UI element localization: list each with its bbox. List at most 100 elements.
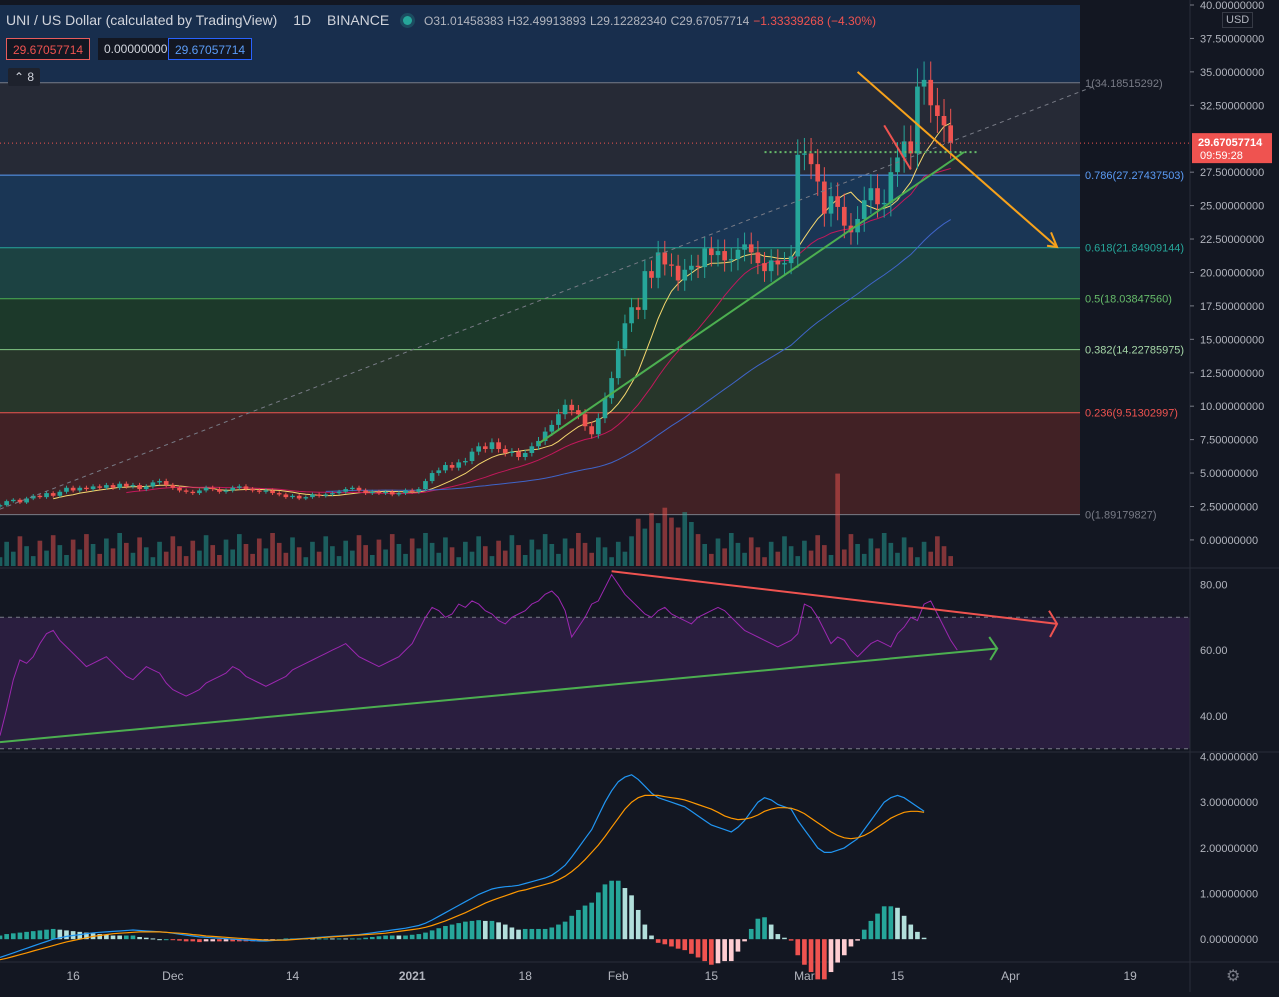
- volume-bar: [217, 555, 222, 566]
- fib-zone-2: [0, 247, 1080, 299]
- candle-body: [802, 153, 807, 155]
- macd-hist-bar: [177, 939, 182, 941]
- volume-bar: [416, 548, 422, 566]
- volume-bar: [50, 535, 56, 566]
- volume-bar: [802, 540, 807, 566]
- macd-hist-bar: [881, 906, 887, 940]
- interval-label[interactable]: 1D: [293, 12, 312, 28]
- volume-bar: [576, 533, 581, 566]
- candle-body: [941, 115, 947, 126]
- candle-body: [522, 452, 528, 458]
- y-tick-label: 35.00000000: [1200, 67, 1264, 79]
- candle-body: [350, 487, 355, 490]
- sell-price-button[interactable]: 29.67057714: [6, 38, 91, 60]
- volume-bar: [389, 534, 395, 566]
- candle-body: [44, 493, 49, 498]
- volume-bar: [635, 518, 641, 566]
- volume-bar: [104, 538, 109, 566]
- volume-bar: [875, 548, 880, 566]
- x-tick-label: Mar: [794, 969, 815, 983]
- volume-bar: [37, 540, 43, 566]
- macd-tick-label: 3.00000000: [1200, 797, 1258, 809]
- volume-bar: [782, 536, 787, 566]
- candle-body: [250, 489, 255, 491]
- fib-zone-1: [0, 175, 1080, 248]
- candle-body: [509, 451, 515, 453]
- volume-bar: [256, 538, 262, 566]
- macd-hist-bar: [123, 935, 129, 940]
- candle-body: [270, 490, 275, 494]
- macd-hist-bar: [183, 939, 189, 942]
- candle-body: [702, 248, 708, 268]
- macd-hist-bar: [675, 939, 681, 949]
- gear-icon[interactable]: ⚙: [1226, 968, 1241, 985]
- volume-bar: [948, 556, 953, 566]
- macd-hist-bar: [310, 938, 315, 940]
- volume-bar: [396, 544, 402, 566]
- x-tick-label: 15: [891, 969, 905, 983]
- ohlc-low: L29.12282340: [589, 14, 667, 28]
- volume-bar: [695, 534, 701, 566]
- macd-hist-bar: [117, 935, 122, 940]
- macd-hist-bar: [256, 939, 262, 942]
- currency-label[interactable]: USD: [1222, 12, 1254, 28]
- indicators-collapse-button[interactable]: ⌃ 8: [8, 68, 41, 86]
- volume-bar: [250, 553, 255, 566]
- volume-bar: [403, 553, 408, 566]
- volume-bar: [90, 544, 96, 566]
- volume-bar: [24, 546, 29, 566]
- candle-body: [875, 188, 880, 205]
- volume-bar: [429, 542, 435, 566]
- volume-bar: [682, 512, 688, 566]
- candle-body: [841, 206, 847, 226]
- volume-bar: [356, 535, 362, 566]
- volume-bar: [835, 473, 840, 566]
- rsi-line: [0, 573, 958, 736]
- y-tick-label: 2.50000000: [1200, 501, 1258, 513]
- candle-body: [150, 482, 156, 487]
- macd-hist-bar: [822, 939, 827, 980]
- candle-body: [137, 485, 142, 490]
- volume-bar: [463, 541, 468, 566]
- market-status-icon: [403, 16, 413, 25]
- fib-zone-4: [0, 349, 1080, 413]
- candle-body: [921, 79, 927, 87]
- volume-bar: [895, 552, 900, 566]
- candle-body: [615, 348, 621, 379]
- symbol-title[interactable]: UNI / US Dollar (calculated by TradingVi…: [6, 12, 278, 28]
- volume-bar: [556, 553, 561, 566]
- candle-body: [190, 491, 196, 494]
- macd-hist-bar: [336, 938, 342, 940]
- macd-hist-bar: [808, 939, 814, 973]
- volume-bar: [529, 539, 535, 566]
- macd-hist-bar: [795, 939, 801, 956]
- volume-bar: [150, 557, 156, 566]
- candle-body: [50, 493, 56, 496]
- rsi-tick-label: 40.00: [1200, 711, 1228, 723]
- volume-bar: [10, 551, 16, 566]
- candle-body: [536, 440, 541, 447]
- candle-body: [782, 263, 787, 265]
- macd-hist-bar: [496, 922, 501, 940]
- candle-body: [622, 323, 628, 349]
- volume-bar: [84, 534, 89, 566]
- candle-body: [868, 188, 874, 201]
- macd-hist-bar: [369, 936, 375, 940]
- volume-bar: [123, 542, 129, 566]
- volume-bar: [376, 539, 382, 566]
- macd-hist-bar: [908, 924, 914, 940]
- trendline-resistance: [856, 71, 1058, 248]
- volume-bar: [197, 550, 202, 566]
- macd-hist-bar: [901, 915, 907, 940]
- fib-label-6: 0(1.89179827): [1085, 510, 1157, 522]
- candle-body: [502, 448, 508, 453]
- volume-bar: [848, 534, 854, 566]
- buy-price-button[interactable]: 29.67057714: [168, 38, 253, 60]
- volume-bar: [170, 536, 176, 566]
- volume-bar: [522, 555, 528, 566]
- chevron-up-icon: ⌃: [14, 70, 28, 84]
- volume-bar: [443, 537, 448, 566]
- fib-zone-0: [0, 82, 1080, 176]
